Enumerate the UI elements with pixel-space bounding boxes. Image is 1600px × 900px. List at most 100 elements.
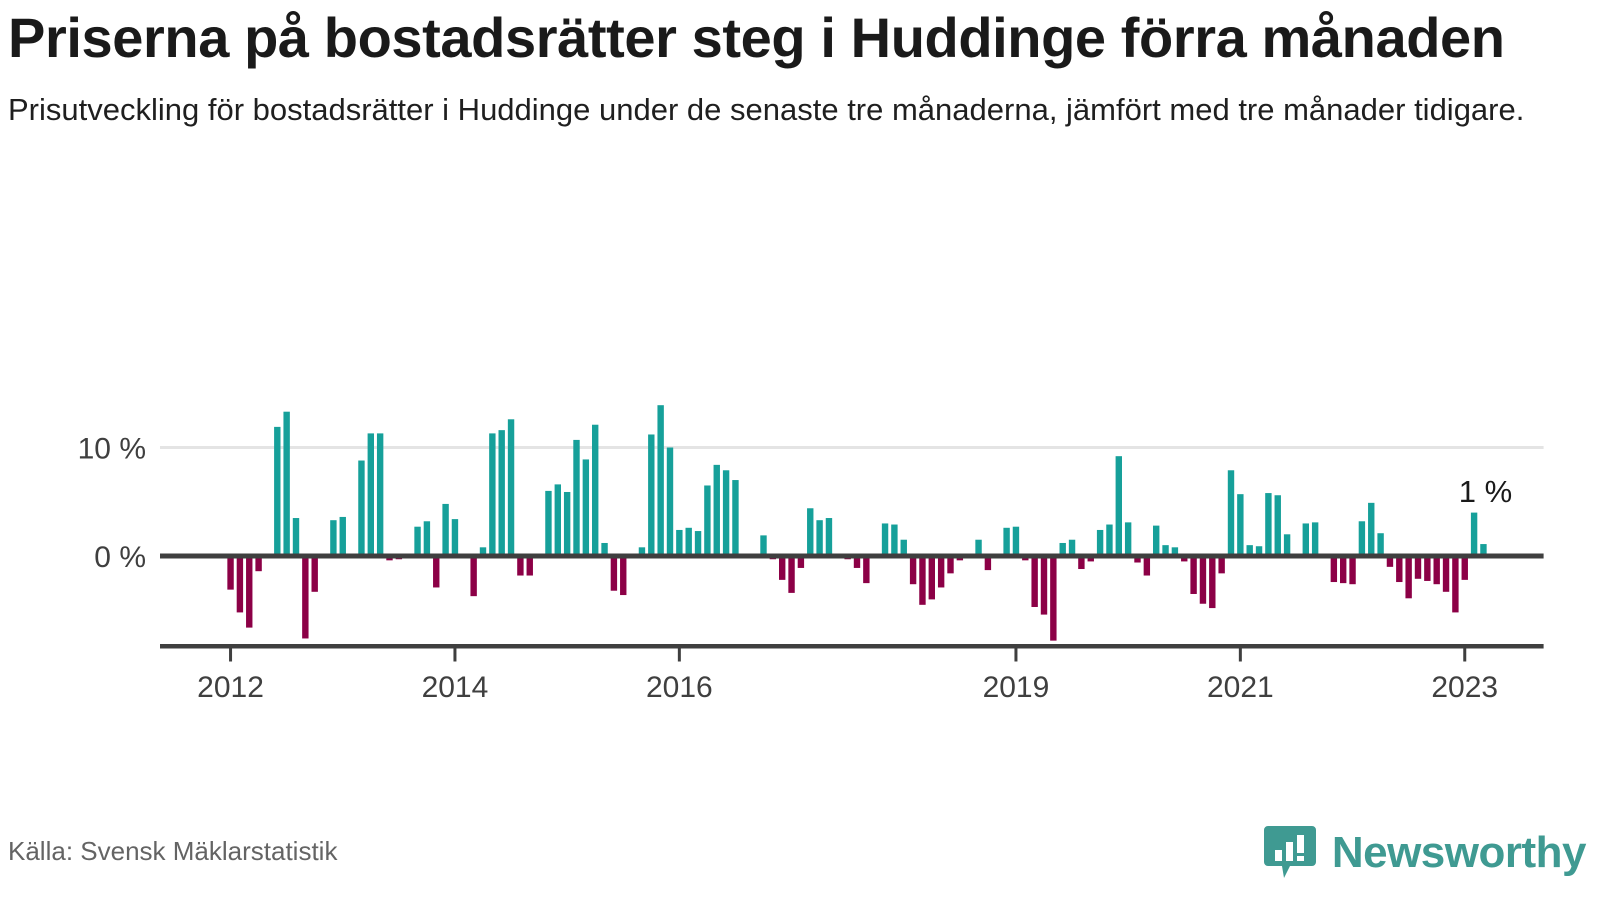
bar[interactable] [582, 459, 590, 556]
bar[interactable] [1349, 556, 1356, 585]
bar[interactable] [1461, 556, 1468, 580]
bar[interactable] [853, 556, 861, 568]
bar[interactable] [909, 556, 917, 585]
bar[interactable] [1181, 556, 1188, 562]
newsworthy-logo[interactable]: Newsworthy [1262, 824, 1587, 882]
bar[interactable] [255, 556, 262, 572]
bar[interactable] [236, 556, 244, 613]
bar[interactable] [246, 556, 253, 628]
bar[interactable] [722, 470, 730, 556]
bar[interactable] [1087, 556, 1094, 562]
bar[interactable] [984, 556, 992, 571]
bar[interactable] [1414, 556, 1422, 579]
bar[interactable] [1227, 470, 1235, 556]
bar[interactable] [423, 521, 431, 556]
bar[interactable] [760, 535, 767, 556]
bar[interactable] [1330, 556, 1338, 583]
bar[interactable] [1050, 556, 1057, 641]
bar[interactable] [863, 556, 870, 584]
bar[interactable] [975, 539, 982, 556]
bar[interactable] [330, 520, 337, 556]
bar[interactable] [610, 556, 618, 591]
bar[interactable] [1452, 556, 1459, 613]
bar[interactable] [1171, 547, 1179, 556]
bar[interactable] [1442, 556, 1450, 592]
bar[interactable] [685, 527, 692, 556]
bar[interactable] [414, 526, 421, 556]
bar[interactable] [704, 485, 711, 556]
bar[interactable] [1368, 502, 1375, 556]
bar[interactable] [1068, 539, 1076, 556]
bar[interactable] [1358, 521, 1366, 556]
bar[interactable] [1377, 533, 1384, 557]
bar[interactable] [1162, 545, 1169, 556]
bar[interactable] [1096, 529, 1104, 556]
bar[interactable] [1040, 556, 1048, 615]
bar[interactable] [227, 556, 234, 590]
bar[interactable] [1012, 526, 1020, 556]
bar[interactable] [367, 433, 374, 556]
bar[interactable] [694, 531, 702, 556]
bar[interactable] [797, 556, 805, 568]
bar[interactable] [517, 556, 524, 576]
bar[interactable] [545, 490, 552, 556]
bar[interactable] [657, 405, 664, 556]
bar[interactable] [928, 556, 935, 600]
bar[interactable] [638, 547, 646, 556]
bar[interactable] [592, 424, 599, 556]
bar[interactable] [779, 556, 786, 580]
bar[interactable] [1237, 494, 1244, 556]
bar[interactable] [881, 523, 889, 556]
bar[interactable] [451, 519, 459, 556]
bar[interactable] [1274, 495, 1281, 556]
bar[interactable] [891, 524, 898, 556]
bar[interactable] [825, 518, 833, 557]
bar[interactable] [1031, 556, 1038, 607]
bar[interactable] [1153, 525, 1160, 556]
bar[interactable] [563, 491, 571, 557]
bar[interactable] [1003, 527, 1010, 556]
bar[interactable] [1190, 556, 1197, 594]
bar[interactable] [919, 556, 926, 605]
bar[interactable] [1078, 556, 1085, 570]
bar[interactable] [292, 518, 300, 557]
bar[interactable] [1143, 556, 1151, 576]
bar[interactable] [1059, 542, 1066, 556]
bar[interactable] [620, 556, 627, 596]
bar[interactable] [433, 556, 440, 588]
bar[interactable] [1340, 556, 1347, 584]
bar[interactable] [937, 556, 945, 588]
bar[interactable] [1134, 556, 1141, 563]
bar[interactable] [1470, 512, 1478, 556]
bar[interactable] [1311, 522, 1319, 556]
bar[interactable] [1106, 524, 1113, 556]
bar[interactable] [1124, 522, 1132, 556]
bar[interactable] [666, 447, 674, 557]
bar[interactable] [1302, 523, 1309, 556]
bar[interactable] [1424, 556, 1431, 581]
bar[interactable] [713, 464, 720, 556]
bar[interactable] [601, 542, 608, 556]
bar[interactable] [489, 433, 496, 556]
bar[interactable] [526, 556, 533, 576]
bar[interactable] [573, 439, 580, 556]
bar[interactable] [947, 556, 954, 574]
bar[interactable] [1209, 556, 1216, 609]
bar[interactable] [283, 411, 290, 556]
bar[interactable] [1405, 556, 1412, 599]
bar[interactable] [274, 426, 281, 556]
bar[interactable] [376, 433, 384, 556]
bar[interactable] [498, 430, 505, 556]
bar[interactable] [807, 508, 814, 556]
bar[interactable] [470, 556, 477, 597]
bar[interactable] [732, 480, 739, 556]
bar[interactable] [1283, 534, 1291, 556]
bar[interactable] [358, 460, 365, 556]
bar[interactable] [479, 547, 487, 556]
bar[interactable] [1218, 556, 1225, 574]
bar[interactable] [648, 434, 655, 556]
bar[interactable] [442, 503, 449, 556]
bar[interactable] [1265, 493, 1272, 556]
bar[interactable] [311, 556, 318, 592]
bar[interactable] [554, 484, 561, 556]
